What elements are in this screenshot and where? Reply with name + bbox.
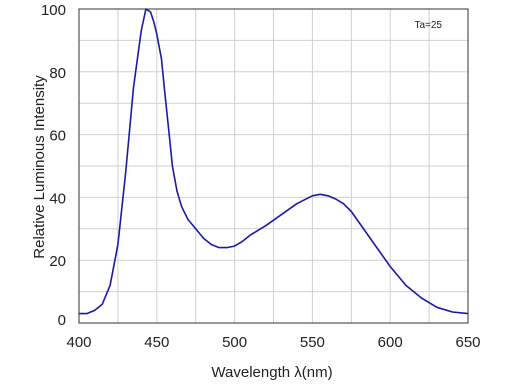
x-tick-label: 550 <box>300 334 325 351</box>
y-tick-label: 0 <box>58 312 66 329</box>
intensity-curve <box>79 8 469 315</box>
plot-frame <box>78 8 469 324</box>
x-tick-label: 400 <box>66 334 91 351</box>
x-tick-label: 600 <box>378 334 403 351</box>
y-tick-label: 100 <box>41 2 66 19</box>
y-tick-label: 80 <box>49 65 66 82</box>
y-axis-label: Relative Luminous Intensity <box>31 75 48 259</box>
y-tick-label: 60 <box>49 128 66 145</box>
x-tick-label: 450 <box>144 334 169 351</box>
x-axis-label: Wavelength λ(nm) <box>211 364 332 381</box>
x-tick-labels: 400 450 500 550 600 650 <box>66 334 480 351</box>
x-tick-label: 500 <box>222 334 247 351</box>
y-tick-labels: 0 20 40 60 80 100 <box>41 2 66 329</box>
y-tick-label: 20 <box>49 253 66 270</box>
temperature-annotation: Ta=25 <box>414 20 442 31</box>
x-tick-label: 650 <box>455 334 480 351</box>
y-tick-label: 40 <box>49 190 66 207</box>
